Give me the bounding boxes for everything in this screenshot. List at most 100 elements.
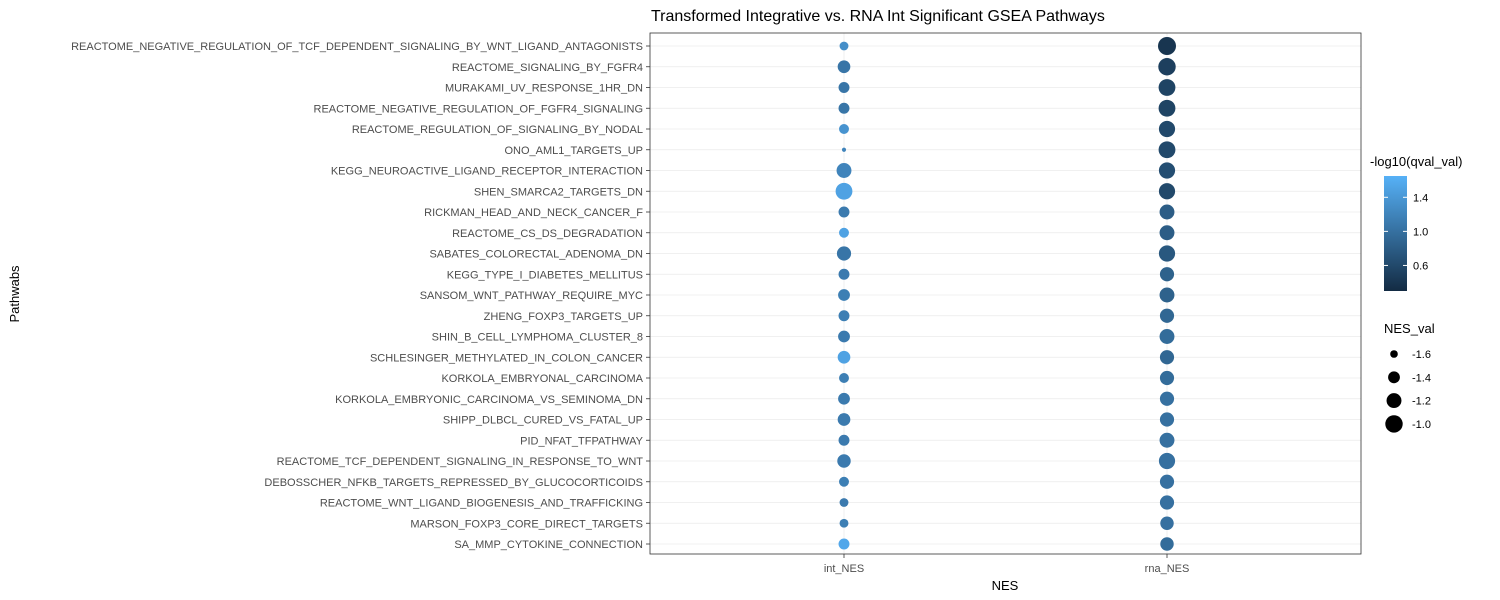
data-point [841, 147, 847, 152]
data-point [835, 182, 853, 200]
data-point [839, 498, 849, 507]
data-point [1158, 79, 1176, 96]
color-legend-ticks: 1.4 1.0 0.6 [1384, 192, 1428, 272]
chart-title: Transformed Integrative vs. RNA Int Sign… [651, 8, 1105, 25]
y-tick-label: REACTOME_NEGATIVE_REGULATION_OF_FGFR4_SI… [314, 103, 643, 115]
y-tick-label: SA_MMP_CYTOKINE_CONNECTION [454, 539, 643, 551]
x-tick-label: rna_NES [1145, 563, 1190, 575]
data-points [835, 37, 1176, 551]
size-legend-key [1390, 350, 1398, 358]
size-legend: NES_val -1.6 -1.4 -1.2 -1.0 [1384, 321, 1435, 433]
color-legend-bar [1384, 176, 1407, 291]
color-legend: -log10(qval_val) 1.4 1.0 0.6 [1370, 154, 1463, 291]
data-point [838, 310, 850, 322]
data-point [837, 413, 851, 426]
plot-panel-border [649, 32, 1362, 555]
size-legend-key [1386, 393, 1402, 409]
data-point [836, 163, 852, 178]
y-tick-label: KEGG_NEUROACTIVE_LIGAND_RECEPTOR_INTERAC… [331, 166, 643, 178]
color-legend-label: 0.6 [1413, 260, 1428, 272]
data-point [1159, 225, 1175, 241]
size-legend-label: -1.2 [1412, 396, 1431, 408]
data-point [838, 102, 850, 114]
y-tick-label: MARSON_FOXP3_CORE_DIRECT_TARGETS [410, 518, 643, 530]
data-point [1159, 432, 1175, 448]
y-tick-label: KEGG_TYPE_I_DIABETES_MELLITUS [447, 269, 643, 281]
data-point [1159, 308, 1175, 323]
data-point [836, 246, 852, 261]
y-tick-label: PID_NFAT_TFPATHWAY [520, 435, 644, 447]
data-point [837, 60, 851, 74]
y-tick-label: SCHLESINGER_METHYLATED_IN_COLON_CANCER [370, 352, 643, 364]
y-tick-labels: REACTOME_NEGATIVE_REGULATION_OF_TCF_DEPE… [71, 41, 650, 551]
grid-lines [650, 33, 1361, 554]
y-tick-label: REACTOME_CS_DS_DEGRADATION [452, 228, 643, 240]
data-point [1159, 267, 1175, 282]
data-point [1159, 391, 1175, 406]
data-point [1159, 495, 1175, 510]
y-tick-label: REACTOME_SIGNALING_BY_FGFR4 [452, 62, 643, 74]
y-tick-label: REACTOME_REGULATION_OF_SIGNALING_BY_NODA… [352, 124, 643, 136]
data-point [1158, 245, 1176, 262]
y-tick-label: ONO_AML1_TARGETS_UP [504, 145, 643, 157]
data-point [838, 434, 850, 446]
y-tick-label: KORKOLA_EMBRYONIC_CARCINOMA_VS_SEMINOMA_… [335, 394, 643, 406]
color-legend-label: 1.4 [1413, 192, 1428, 204]
data-point [1158, 58, 1176, 76]
size-legend-label: -1.6 [1412, 349, 1431, 361]
data-point [837, 350, 851, 364]
size-legend-label: -1.4 [1412, 372, 1431, 384]
size-legend-label: -1.0 [1412, 419, 1431, 431]
data-point [839, 373, 849, 383]
y-tick-label: SHIPP_DLBCL_CURED_VS_FATAL_UP [443, 415, 643, 427]
data-point [1159, 474, 1175, 489]
y-tick-label: SHEN_SMARCA2_TARGETS_DN [474, 186, 643, 198]
x-axis-title: NES [992, 578, 1019, 593]
y-tick-label: REACTOME_NEGATIVE_REGULATION_OF_TCF_DEPE… [71, 41, 643, 53]
data-point [1159, 287, 1175, 303]
data-point [1158, 141, 1176, 159]
data-point [839, 518, 849, 528]
data-point [1158, 452, 1176, 470]
data-point [838, 538, 850, 550]
data-point [1160, 537, 1174, 551]
data-point [1158, 183, 1176, 200]
y-tick-label: MURAKAMI_UV_RESPONSE_1HR_DN [445, 83, 643, 95]
y-tick-label: DEBOSSCHER_NFKB_TARGETS_REPRESSED_BY_GLU… [264, 477, 643, 489]
y-axis-title: Pathwabs [7, 265, 22, 323]
color-legend-title: -log10(qval_val) [1370, 154, 1463, 169]
data-point [838, 206, 850, 218]
data-point [838, 392, 850, 405]
y-tick-label: SHIN_B_CELL_LYMPHOMA_CLUSTER_8 [432, 332, 643, 344]
data-point [838, 268, 850, 280]
y-tick-label: REACTOME_WNT_LIGAND_BIOGENESIS_AND_TRAFF… [320, 498, 643, 510]
x-tick-label: int_NES [824, 563, 864, 575]
size-legend-items: -1.6 -1.4 -1.2 -1.0 [1385, 349, 1431, 433]
size-legend-title: NES_val [1384, 321, 1435, 336]
data-point [1159, 350, 1175, 365]
data-point [838, 82, 850, 93]
y-tick-label: REACTOME_TCF_DEPENDENT_SIGNALING_IN_RESP… [277, 456, 644, 468]
data-point [838, 330, 850, 343]
y-tick-label: SANSOM_WNT_PATHWAY_REQUIRE_MYC [420, 290, 643, 302]
size-legend-key [1385, 415, 1403, 433]
y-tick-label: RICKMAN_HEAD_AND_NECK_CANCER_F [424, 207, 643, 219]
x-tick-labels: int_NES rna_NES [824, 554, 1190, 575]
data-point [839, 227, 849, 238]
data-point [1158, 120, 1176, 138]
data-point [1159, 329, 1175, 344]
y-tick-label: KORKOLA_EMBRYONAL_CARCINOMA [441, 373, 643, 385]
data-point [839, 124, 849, 134]
data-point [1160, 516, 1174, 530]
data-point [839, 476, 849, 487]
data-point [1158, 99, 1176, 117]
y-tick-label: SABATES_COLORECTAL_ADENOMA_DN [429, 249, 643, 261]
data-point [1159, 204, 1175, 220]
data-point [837, 454, 851, 468]
size-legend-key [1388, 371, 1400, 384]
y-tick-label: ZHENG_FOXP3_TARGETS_UP [484, 311, 643, 323]
data-point [1158, 162, 1176, 179]
color-legend-label: 1.0 [1413, 226, 1428, 238]
data-point [1159, 412, 1175, 427]
